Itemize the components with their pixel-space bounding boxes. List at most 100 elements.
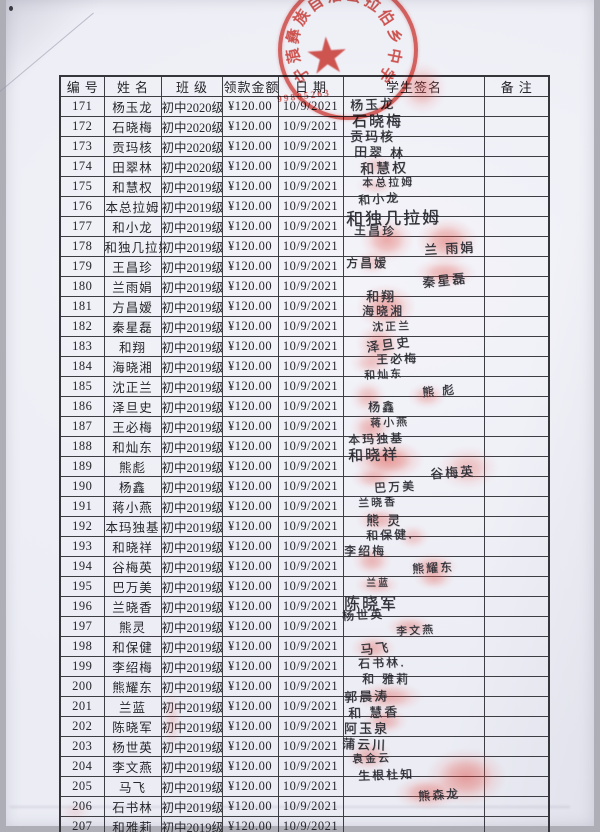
signature-handwriting: 杨鑫 <box>368 400 397 414</box>
cell-id: 206 <box>59 796 105 817</box>
cell-id: 173 <box>59 136 105 157</box>
cell-name: 沈正兰 <box>103 376 162 397</box>
cell-class: 初中2020级1班 <box>160 116 223 137</box>
cell-remark <box>483 156 550 177</box>
cell-remark <box>483 276 550 297</box>
signature-handwriting: 李文燕 <box>395 622 436 639</box>
cell-remark <box>483 336 550 357</box>
cell-amount: ¥120.00 <box>221 296 279 317</box>
cell-id: 184 <box>59 356 105 377</box>
cell-name: 石书林 <box>103 796 162 817</box>
cell-name: 和雅莉 <box>103 816 162 832</box>
cell-id: 186 <box>59 396 105 417</box>
signature-handwriting: 贡玛核 <box>350 130 396 145</box>
cell-date: 10/9/2021 <box>277 776 344 797</box>
col-header-3: 领款金额 <box>221 75 279 97</box>
cell-class: 初中2019级2班 <box>160 356 223 377</box>
cell-remark <box>483 416 550 437</box>
cell-id: 192 <box>59 516 105 537</box>
cell-date: 10/9/2021 <box>277 316 344 337</box>
cell-amount: ¥120.00 <box>221 776 279 797</box>
cell-id: 177 <box>59 216 105 237</box>
cell-amount: ¥120.00 <box>221 636 279 657</box>
cell-class: 初中2019级2班 <box>160 456 223 477</box>
cell-date: 10/9/2021 <box>277 796 344 817</box>
cell-id: 182 <box>59 316 105 337</box>
signature-handwriting: 和 雅莉 <box>362 672 410 686</box>
cell-id: 207 <box>59 816 105 832</box>
cell-remark <box>483 716 550 737</box>
cell-id: 194 <box>59 556 105 577</box>
signature-handwriting: 陈晓军 <box>344 594 399 613</box>
cell-remark <box>483 736 550 757</box>
cell-name: 陈晓军 <box>103 716 162 737</box>
cell-name: 和晓祥 <box>103 536 162 557</box>
cell-amount: ¥120.00 <box>221 576 279 597</box>
cell-name: 本总拉姆 <box>103 196 162 217</box>
cell-name: 本玛独基 <box>103 516 162 537</box>
cell-amount: ¥120.00 <box>221 476 279 497</box>
cell-id: 197 <box>59 616 105 637</box>
cell-signature-space <box>342 796 485 817</box>
signature-handwriting: 杨世英 <box>341 606 385 624</box>
cell-remark <box>483 516 550 537</box>
cell-id: 189 <box>59 456 105 477</box>
cell-date: 10/9/2021 <box>277 496 344 517</box>
cell-name: 石晓梅 <box>103 116 162 137</box>
cell-class: 初中2019级2班 <box>160 576 223 597</box>
cell-id: 188 <box>59 436 105 457</box>
cell-class: 初中2019级2班 <box>160 396 223 417</box>
cell-amount: ¥120.00 <box>221 136 279 157</box>
cell-date: 10/9/2021 <box>277 356 344 377</box>
cell-amount: ¥120.00 <box>221 436 279 457</box>
cell-id: 202 <box>59 716 105 737</box>
cell-date: 10/9/2021 <box>277 576 344 597</box>
cell-remark <box>483 756 550 777</box>
signature-handwriting: 熊森龙 <box>417 786 461 804</box>
signature-handwriting: 和翔 <box>366 290 397 305</box>
cell-name: 和小龙 <box>103 216 162 237</box>
scan-speck <box>9 6 13 11</box>
cell-class: 初中2020级1班 <box>160 136 223 157</box>
cell-name: 田翠林 <box>103 156 162 177</box>
cell-amount: ¥120.00 <box>221 536 279 557</box>
cell-class: 初中2019级2班 <box>160 476 223 497</box>
cell-date: 10/9/2021 <box>277 276 344 297</box>
cell-name: 熊灵 <box>103 616 162 637</box>
cell-amount: ¥120.00 <box>221 336 279 357</box>
cell-amount: ¥120.00 <box>221 596 279 617</box>
cell-class: 初中2019级2班 <box>160 336 223 357</box>
cell-date: 10/9/2021 <box>277 636 344 657</box>
cell-amount: ¥120.00 <box>221 676 279 697</box>
cell-class: 初中2019级2班 <box>160 676 223 697</box>
signature-handwriting: 熊耀东 <box>411 559 455 577</box>
cell-id: 185 <box>59 376 105 397</box>
cell-date: 10/9/2021 <box>277 216 344 237</box>
cell-class: 初中2019级2班 <box>160 736 223 757</box>
signature-handwriting: 生根杜知 <box>357 767 415 783</box>
cell-remark <box>483 556 550 577</box>
cell-name: 和独几拉姆 <box>103 236 162 257</box>
cell-class: 初中2019级2班 <box>160 236 223 257</box>
col-header-2: 班级 <box>160 75 223 97</box>
cell-date: 10/9/2021 <box>277 176 344 197</box>
cell-amount: ¥120.00 <box>221 96 279 117</box>
table-header-row: 编号 姓名 班级 领款金额 日期 学生签名 备注 <box>59 75 550 97</box>
cell-name: 熊彪 <box>103 456 162 477</box>
cell-name: 李文燕 <box>103 756 162 777</box>
cell-id: 179 <box>59 256 105 277</box>
col-header-1: 姓名 <box>103 75 162 97</box>
cell-date: 10/9/2021 <box>277 456 344 477</box>
cell-amount: ¥120.00 <box>221 496 279 517</box>
